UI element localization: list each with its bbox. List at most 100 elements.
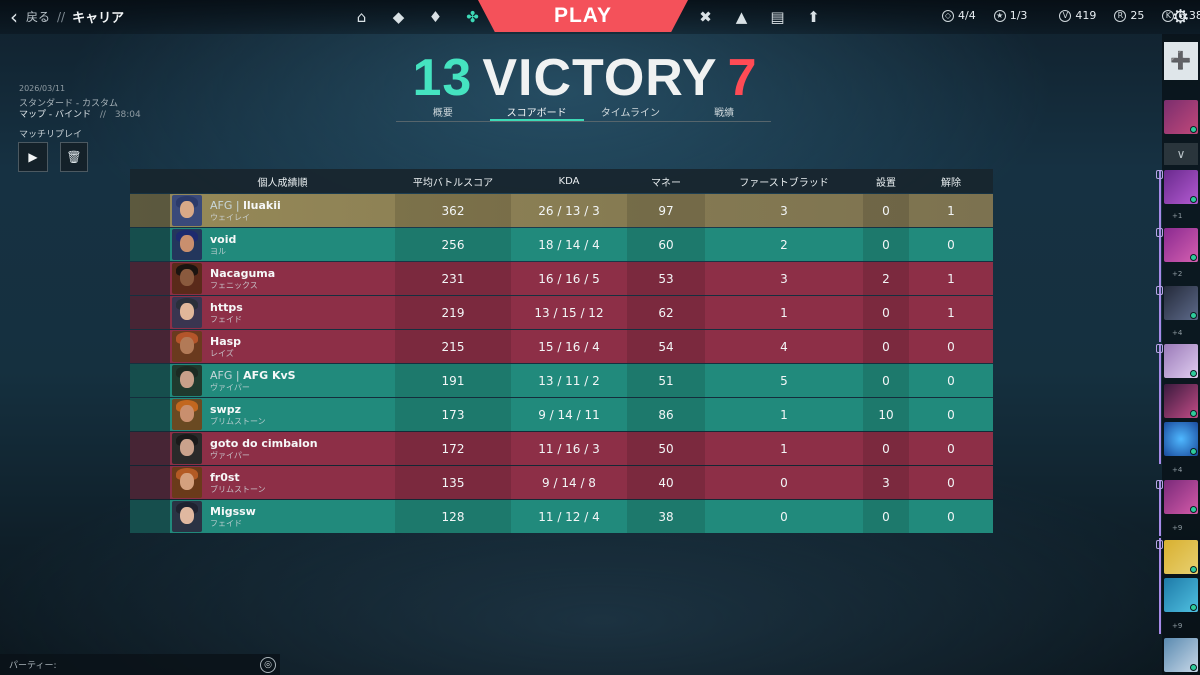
friend-group-count: +4 (1172, 466, 1183, 474)
battlepass-icon[interactable]: ✖ (699, 7, 712, 26)
table-header: 個人成績順 平均バトルスコア KDA マネー ファーストブラッド 設置 解除 (130, 169, 993, 193)
lock-icon (1156, 540, 1163, 549)
vp-count[interactable]: 419 (1075, 9, 1097, 22)
agent-portrait-icon (172, 433, 202, 464)
row-gutter (130, 296, 170, 329)
collection-icon[interactable]: ▲ (735, 7, 748, 26)
online-status-icon (1190, 664, 1197, 671)
career-icon[interactable]: ✤ (466, 7, 479, 26)
tab-performance[interactable]: 戦績 (714, 108, 735, 119)
friend-avatar[interactable] (1164, 100, 1198, 134)
table-row[interactable]: Nacaguma フェニックス 231 16 / 16 / 5 53 3 2 1 (130, 262, 993, 295)
party-settings-icon[interactable]: ◎ (260, 656, 276, 673)
friend-avatar[interactable] (1156, 480, 1198, 514)
player-name[interactable]: void (210, 233, 236, 246)
agent-name: ブリムストーン (210, 484, 266, 494)
col-first-blood[interactable]: ファーストブラッド (739, 177, 829, 189)
player-info: fr0st ブリムストーン (210, 471, 266, 495)
agent-name: ウェイレイ (210, 212, 250, 222)
missions-count[interactable]: 4/4 (958, 9, 976, 22)
weekly-icon: ★ (993, 9, 1006, 22)
weapons-icon[interactable]: ◆ (392, 7, 405, 26)
col-acs[interactable]: 平均バトルスコア (412, 177, 494, 189)
friend-avatar[interactable] (1156, 170, 1198, 204)
table-row[interactable]: AFG | AFG KvS ヴァイパー 191 13 / 11 / 2 51 5 0 0 (130, 364, 993, 397)
defuses-value: 0 (947, 475, 955, 490)
table-row[interactable]: https フェイド 219 13 / 15 / 12 62 1 0 1 (130, 296, 993, 329)
radianite-count[interactable]: 25 (1130, 9, 1145, 22)
friend-avatar[interactable] (1156, 228, 1198, 262)
col-kda[interactable]: KDA (558, 175, 580, 187)
party-bar[interactable]: パーティー: ◎ (0, 654, 280, 675)
player-name[interactable]: AFG | lluakii (210, 199, 281, 212)
agents-icon[interactable]: ♦ (428, 7, 443, 26)
plants-value: 10 (863, 398, 909, 431)
agent-portrait-icon (172, 229, 202, 260)
player-name[interactable]: Hasp (210, 335, 241, 348)
row-gutter (130, 364, 170, 397)
tab-scoreboard[interactable]: スコアボード (489, 107, 584, 121)
tab-timeline[interactable]: タイムライン (600, 108, 661, 119)
play-button[interactable]: PLAY (478, 0, 688, 32)
store-icon[interactable]: ▤ (770, 7, 785, 26)
replay-delete-button[interactable]: 🗑 (60, 142, 88, 172)
player-name[interactable]: Nacaguma (210, 267, 275, 280)
breadcrumb-current: キャリア (72, 11, 125, 26)
player-name[interactable]: fr0st (210, 471, 266, 484)
acs-value: 362 (395, 194, 511, 227)
table-row[interactable]: swpz ブリムストーン 173 9 / 14 / 11 86 1 10 0 (130, 398, 993, 431)
player-name[interactable]: swpz (210, 403, 266, 416)
player-info: Hasp レイズ (210, 335, 241, 359)
col-defuses[interactable]: 解除 (941, 177, 961, 189)
friend-avatar[interactable] (1156, 286, 1198, 320)
player-name-text: goto do cimbalon (210, 436, 318, 450)
friend-group-count: +1 (1172, 212, 1183, 220)
col-plants[interactable]: 設置 (876, 177, 896, 189)
online-status-icon (1190, 506, 1197, 513)
table-row[interactable]: Hasp レイズ 215 15 / 16 / 4 54 4 0 0 (130, 330, 993, 363)
player-name[interactable]: AFG | AFG KvS (210, 369, 296, 382)
weekly-count[interactable]: 1/3 (1009, 9, 1028, 22)
table-row[interactable]: Migssw フェイド 128 11 / 12 / 4 38 0 0 0 (130, 500, 993, 533)
acs-value: 219 (395, 296, 511, 329)
friend-avatar[interactable] (1164, 422, 1198, 456)
kingdom-credits-count[interactable]: 6,386 (1178, 9, 1200, 22)
rank-icon[interactable]: ⬆ (807, 7, 820, 26)
back-chevron-icon[interactable]: ‹ (10, 4, 18, 29)
back-button[interactable]: 戻る (26, 10, 51, 24)
gear-icon[interactable]: ⚙ (1172, 6, 1190, 28)
player-name[interactable]: Migssw (210, 505, 256, 518)
add-friend-icon: ➕ (1170, 51, 1192, 71)
player-name[interactable]: https (210, 301, 243, 314)
plants-value: 0 (863, 296, 909, 329)
defuses-value: 0 (947, 237, 955, 252)
friend-avatar[interactable] (1164, 578, 1198, 612)
col-money[interactable]: マネー (651, 177, 681, 189)
table-row[interactable]: goto do cimbalon ヴァイパー 172 11 / 16 / 3 50 1 0 0 (130, 432, 993, 465)
agent-name: ヴァイパー (210, 382, 250, 392)
friend-avatar[interactable] (1164, 384, 1198, 418)
table-row[interactable]: void ヨル 256 18 / 14 / 4 60 2 0 0 (130, 228, 993, 261)
player-cell: fr0st ブリムストーン (130, 466, 395, 499)
replay-play-button[interactable]: ▶ (18, 142, 48, 172)
player-cell: goto do cimbalon ヴァイパー (130, 432, 395, 465)
first-blood-value: 4 (780, 339, 788, 354)
friend-avatar[interactable] (1156, 344, 1198, 378)
plants-value: 0 (863, 432, 909, 465)
agent-portrait-icon (172, 501, 202, 532)
friend-avatar[interactable] (1156, 540, 1198, 574)
player-name[interactable]: goto do cimbalon (210, 437, 318, 450)
player-name-text: fr0st (210, 470, 240, 484)
kda-value: 26 / 13 / 3 (538, 203, 600, 218)
add-friend-button[interactable]: ➕ (1164, 42, 1198, 80)
friend-group-count: +4 (1172, 329, 1183, 337)
friend-avatar[interactable] (1164, 638, 1198, 672)
table-row[interactable]: fr0st ブリムストーン 135 9 / 14 / 8 40 0 3 0 (130, 466, 993, 499)
plants-value: 0 (863, 330, 909, 363)
home-icon[interactable]: ⌂ (356, 7, 367, 26)
tab-overview[interactable]: 概要 (432, 108, 453, 119)
kda-value: 9 / 14 / 11 (538, 407, 600, 422)
col-player[interactable]: 個人成績順 (257, 177, 308, 189)
first-blood-value: 5 (780, 373, 788, 388)
table-row[interactable]: AFG | lluakii ウェイレイ 362 26 / 13 / 3 97 3 0 1 (130, 194, 993, 227)
